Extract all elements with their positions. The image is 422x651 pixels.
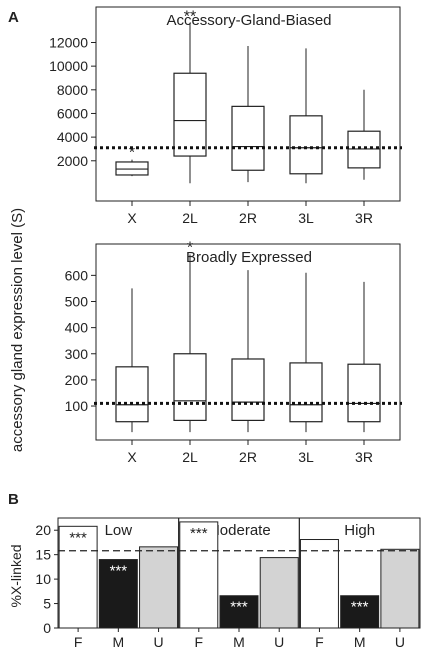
bar-M [98,559,138,629]
boxplot-broadly-expressed: Broadly Expressed 100 200 300 400 500 600 X 2L *… [65,239,402,465]
y-tick-label: 12000 [49,34,88,50]
y-tick-label: 15 [35,547,51,563]
significance-marker: *** [230,599,248,616]
y-tick-label: 5 [43,596,51,612]
bar-y-axis-label: %X-linked [8,544,24,607]
y-tick-label: 10000 [49,58,88,74]
x-tick-label: 2R [239,210,257,226]
x-tick-label: M [354,634,366,650]
box-X [115,366,149,423]
x-tick-label: 3L [298,449,314,465]
significance-marker: *** [351,599,369,616]
y-tick-label: 8000 [57,82,88,98]
bar-F [299,539,339,629]
x-tick-label: 2R [239,449,257,465]
box-3R [347,363,381,423]
significance-marker: *** [190,525,208,542]
box-3L [289,115,323,175]
y-tick-label: 20 [35,522,51,538]
box-2L [173,353,207,422]
x-tick-label: F [194,634,203,650]
bar-M [340,595,380,629]
y-tick-label: 300 [65,346,89,362]
x-tick-label: 3R [355,210,373,226]
x-tick-label: 2L [182,210,198,226]
y-tick-label: 10 [35,571,51,587]
x-tick-label: U [153,634,163,650]
panel-label-b: B [8,491,19,508]
x-tick-label: U [395,634,405,650]
x-tick-label: 2L [182,449,198,465]
y-tick-label: 400 [65,320,89,336]
x-tick-label: X [127,210,137,226]
significance-marker: *** [69,529,87,546]
y-axis-label: accessory gland expression level (S) [9,208,26,452]
significance-marker: ** [184,9,196,26]
chart-title: Accessory-Gland-Biased [166,12,331,29]
box-2L [173,72,207,157]
panel-title: High [344,522,375,539]
y-tick-label: 200 [65,372,89,388]
x-tick-label: M [233,634,245,650]
bar-U [380,548,420,629]
x-tick-label: F [315,634,324,650]
panel-label-a: A [8,9,19,26]
bar-U [259,557,299,629]
significance-marker: *** [110,563,128,580]
significance-marker: * [187,239,193,256]
chart-title: Broadly Expressed [186,249,312,266]
x-tick-label: U [274,634,284,650]
x-tick-label: F [74,634,83,650]
y-tick-label: 6000 [57,105,88,121]
x-tick-label: 3L [298,210,314,226]
box-2R [231,105,265,171]
x-tick-label: X [127,449,137,465]
significance-marker: * [129,145,135,162]
y-tick-label: 0 [43,620,51,636]
bar-U [139,546,179,629]
y-tick-label: 2000 [57,153,88,169]
bar-F [58,525,98,629]
x-tick-label: M [112,634,124,650]
bar-chart-x-linked: 0 5 10 15 20 Low F *** M *** U Moderate F *** M *** U Hig… [35,517,421,650]
panel-title: Low [105,522,133,539]
box-2R [231,358,265,421]
box-3L [289,362,323,423]
y-tick-label: 4000 [57,129,88,145]
y-tick-label: 100 [65,398,89,414]
y-tick-label: 600 [65,267,89,283]
x-tick-label: 3R [355,449,373,465]
y-tick-label: 500 [65,293,89,309]
panel-title: Moderate [207,522,270,539]
bar-F [179,521,219,629]
boxplot-accessory-gland-biased: Accessory-Gland-Biased 2000 4000 6000 8000 1… [49,6,402,226]
